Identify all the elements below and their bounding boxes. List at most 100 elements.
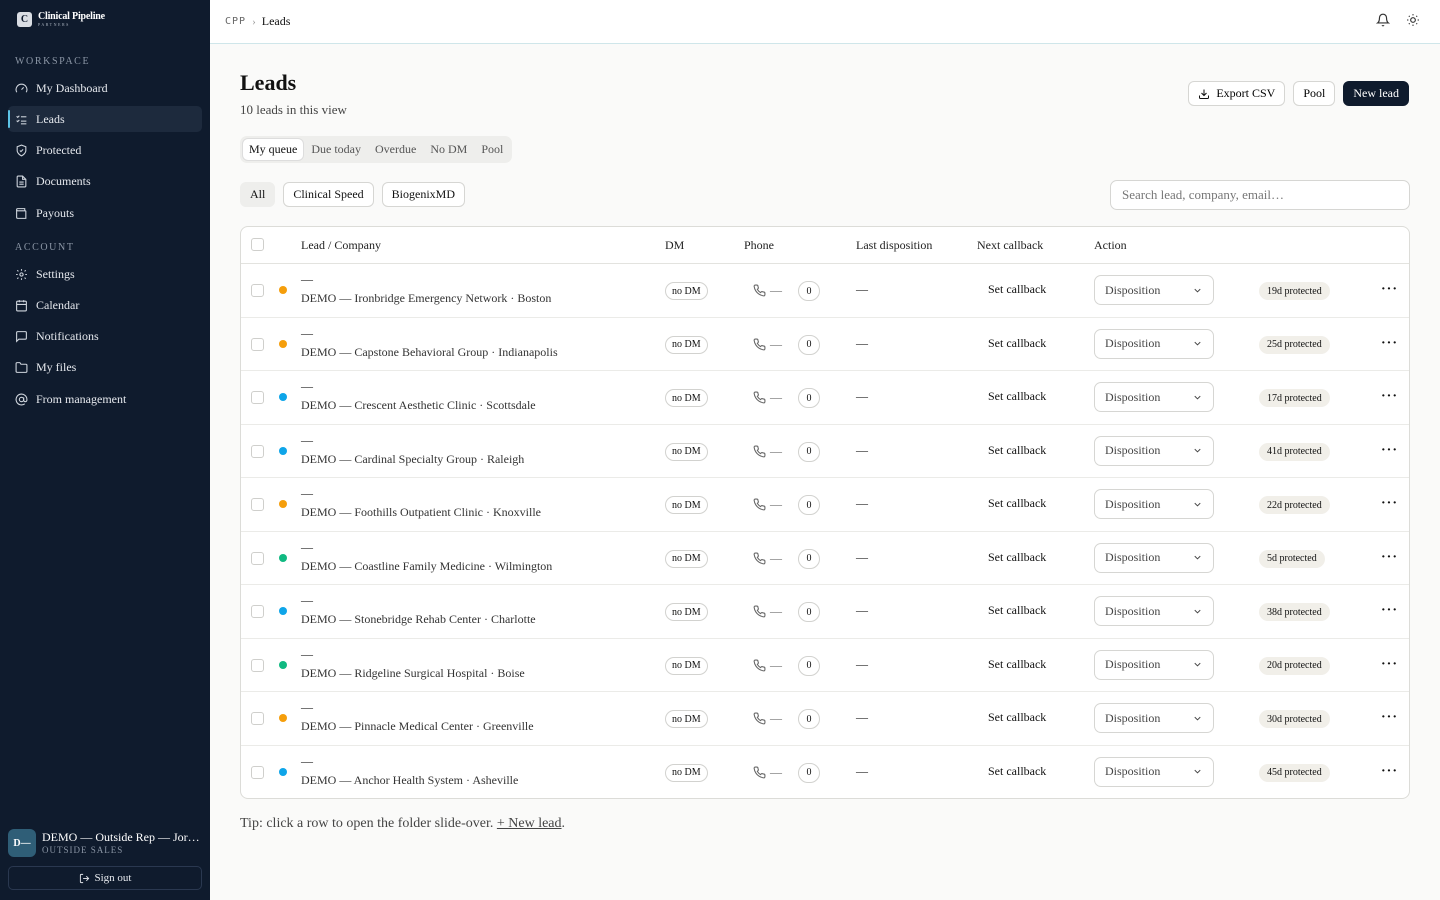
set-callback-button[interactable]: Set callback: [988, 549, 1047, 564]
row-checkbox[interactable]: [251, 444, 264, 458]
disposition-select[interactable]: Disposition: [1094, 435, 1214, 466]
tab-no-dm[interactable]: No DM: [430, 142, 468, 156]
row-checkbox[interactable]: [251, 391, 264, 404]
table-row[interactable]: — DEMO — Capstone Behavioral Group · Indi…: [241, 318, 1409, 371]
sidebar-item-notifications[interactable]: Notifications: [8, 324, 202, 350]
phone-cell[interactable]: —: [753, 444, 782, 459]
table-row[interactable]: — DEMO — Crescent Aesthetic Clinic · Scot…: [241, 371, 1409, 425]
set-callback-button[interactable]: Set callback: [988, 496, 1047, 510]
protected-badge: 41d protected: [1259, 442, 1330, 461]
disposition-select[interactable]: Disposition: [1094, 756, 1214, 787]
export-csv-button[interactable]: Export CSV: [1188, 81, 1286, 106]
set-callback-button[interactable]: Set callback: [988, 335, 1047, 350]
more-options-icon[interactable]: ···: [1381, 389, 1399, 404]
tab-my-queue[interactable]: My queue: [243, 139, 304, 160]
chevron-right-icon: ›: [252, 15, 256, 28]
sidebar-item-payouts[interactable]: Payouts: [8, 200, 202, 226]
col-dm[interactable]: DM: [665, 238, 685, 252]
table-row[interactable]: — DEMO — Foothills Outpatient Clinic · Kn…: [241, 478, 1409, 532]
tab-due-today[interactable]: Due today: [311, 142, 361, 156]
more-options-icon[interactable]: ···: [1381, 282, 1399, 297]
table-row[interactable]: — DEMO — Cardinal Specialty Group · Ralei…: [241, 425, 1409, 478]
sidebar-item-my-files[interactable]: My files: [8, 355, 202, 381]
set-callback-button[interactable]: Set callback: [988, 389, 1047, 403]
lead-name: —: [301, 432, 313, 447]
row-checkbox[interactable]: [251, 498, 264, 511]
select-all-checkbox[interactable]: [251, 238, 264, 251]
table-row[interactable]: — DEMO — Pinnacle Medical Center · Greenv…: [241, 692, 1409, 746]
bell-icon[interactable]: [1376, 13, 1390, 27]
more-options-icon[interactable]: ···: [1381, 763, 1399, 779]
table-row[interactable]: — DEMO — Anchor Health System · Asheville…: [241, 746, 1409, 799]
set-callback-button[interactable]: Set callback: [988, 763, 1047, 778]
filter-chip-all[interactable]: All: [240, 182, 276, 207]
disposition-select[interactable]: Disposition: [1094, 596, 1214, 626]
account-section-label: ACCOUNT: [15, 242, 75, 253]
col-last-disposition[interactable]: Last disposition: [856, 238, 933, 252]
col-action[interactable]: Action: [1094, 238, 1127, 252]
row-checkbox[interactable]: [251, 658, 264, 672]
set-callback-button[interactable]: Set callback: [988, 656, 1047, 671]
phone-cell[interactable]: —: [753, 604, 782, 619]
phone-cell[interactable]: —: [753, 497, 782, 512]
row-checkbox[interactable]: [251, 337, 264, 351]
pool-button[interactable]: Pool: [1293, 81, 1336, 106]
new-lead-button[interactable]: New lead: [1343, 81, 1409, 106]
col-phone[interactable]: Phone: [744, 238, 774, 252]
col-lead[interactable]: Lead / Company: [301, 238, 381, 252]
brand-logo[interactable]: C Clinical Pipeline PARTNERS: [17, 12, 105, 27]
filter-chip-biogenixmd[interactable]: BiogenixMD: [381, 182, 466, 207]
disposition-select[interactable]: Disposition: [1094, 382, 1214, 412]
search-input[interactable]: [1110, 180, 1410, 210]
sidebar-item-protected[interactable]: Protected: [8, 138, 202, 164]
more-options-icon[interactable]: ···: [1381, 710, 1399, 725]
phone-cell[interactable]: —: [753, 658, 782, 673]
sign-out-button[interactable]: Sign out: [8, 866, 202, 890]
breadcrumb-root[interactable]: CPP: [225, 16, 247, 27]
table-row[interactable]: — DEMO — Coastline Family Medicine · Wilm…: [241, 532, 1409, 585]
table-row[interactable]: — DEMO — Ironbridge Emergency Network · B…: [241, 264, 1409, 318]
phone-cell[interactable]: —: [753, 551, 782, 566]
row-checkbox[interactable]: [251, 551, 264, 565]
tab-pool[interactable]: Pool: [481, 142, 504, 156]
phone-cell[interactable]: —: [753, 765, 782, 780]
phone-cell[interactable]: —: [753, 711, 782, 726]
disposition-select[interactable]: Disposition: [1094, 275, 1214, 305]
row-checkbox[interactable]: [251, 284, 264, 297]
phone-cell[interactable]: —: [753, 337, 782, 352]
row-checkbox[interactable]: [251, 765, 264, 779]
more-options-icon[interactable]: ···: [1381, 549, 1399, 565]
table-row[interactable]: — DEMO — Ridgeline Surgical Hospital · Bo…: [241, 639, 1409, 692]
sidebar-item-my-dashboard[interactable]: My Dashboard: [8, 75, 202, 101]
new-lead-link[interactable]: + New lead: [496, 816, 562, 831]
more-options-icon[interactable]: ···: [1381, 335, 1399, 351]
user-profile[interactable]: D— DEMO — Outside Rep — Jor… OUTSIDE SAL…: [8, 820, 202, 866]
more-options-icon[interactable]: ···: [1381, 496, 1399, 511]
phone-cell[interactable]: —: [753, 283, 782, 298]
table-row[interactable]: — DEMO — Stonebridge Rehab Center · Charl…: [241, 585, 1409, 639]
disposition-select[interactable]: Disposition: [1094, 328, 1214, 359]
sun-icon[interactable]: [1406, 13, 1420, 27]
set-callback-button[interactable]: Set callback: [988, 710, 1047, 724]
sidebar-item-documents[interactable]: Documents: [8, 169, 202, 195]
row-checkbox[interactable]: [251, 605, 264, 618]
more-options-icon[interactable]: ···: [1381, 603, 1399, 618]
phone-cell[interactable]: —: [753, 390, 782, 405]
more-options-icon[interactable]: ···: [1381, 442, 1399, 458]
sidebar-item-leads[interactable]: Leads: [8, 106, 202, 133]
disposition-select[interactable]: Disposition: [1094, 649, 1214, 680]
disposition-select[interactable]: Disposition: [1094, 542, 1214, 573]
col-next-callback[interactable]: Next callback: [977, 238, 1044, 252]
set-callback-button[interactable]: Set callback: [988, 603, 1047, 617]
disposition-select[interactable]: Disposition: [1094, 489, 1214, 519]
sidebar-item-settings[interactable]: Settings: [8, 261, 202, 287]
more-options-icon[interactable]: ···: [1381, 656, 1399, 672]
row-checkbox[interactable]: [251, 712, 264, 725]
sidebar-item-from-management[interactable]: From management: [8, 386, 202, 412]
set-callback-button[interactable]: Set callback: [988, 282, 1047, 296]
disposition-select[interactable]: Disposition: [1094, 703, 1214, 733]
sidebar-item-calendar[interactable]: Calendar: [8, 292, 202, 318]
filter-chip-clinical-speed[interactable]: Clinical Speed: [283, 182, 374, 207]
tab-overdue[interactable]: Overdue: [374, 142, 417, 156]
set-callback-button[interactable]: Set callback: [988, 442, 1047, 457]
